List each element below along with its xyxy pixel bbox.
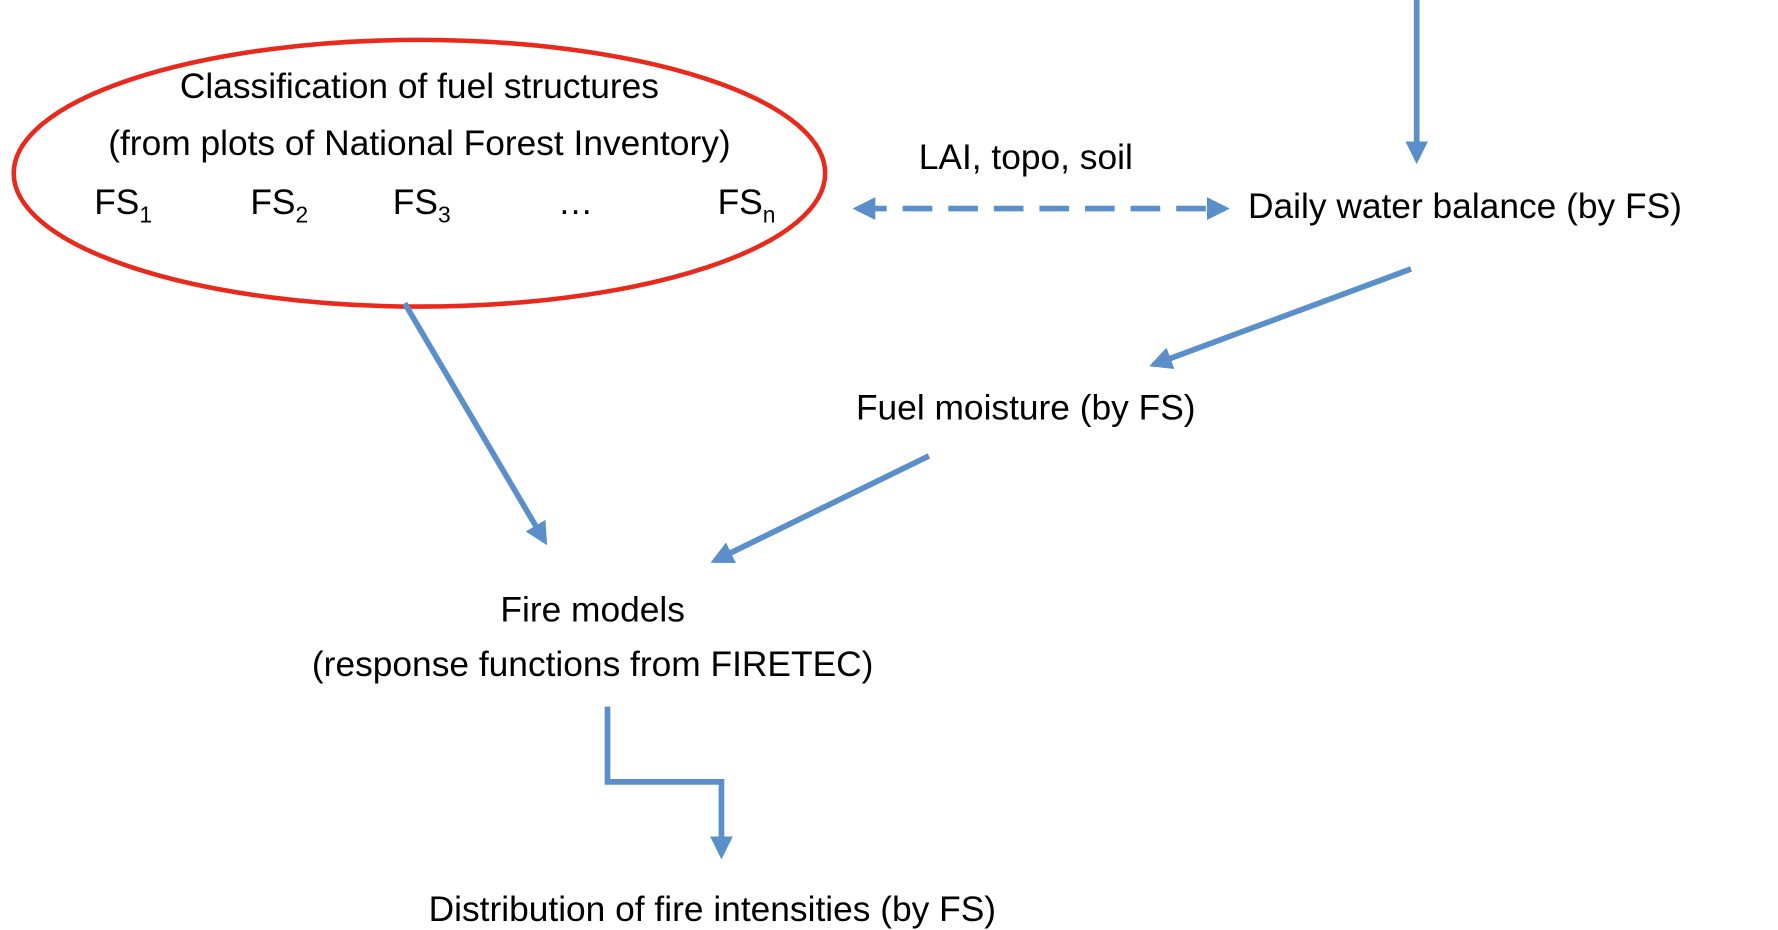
elbow-arrow — [604, 706, 733, 860]
fs-base: … — [558, 183, 593, 222]
fs-base: FS — [94, 183, 139, 222]
arrow — [1149, 266, 1412, 370]
link-label: LAI, topo, soil — [919, 138, 1133, 177]
classification-ellipse — [11, 37, 828, 309]
fs-subscript: n — [763, 202, 776, 228]
fs-base: FS — [393, 183, 438, 222]
fs-base: FS — [250, 183, 295, 222]
classification-subtitle: (from plots of National Forest Inventory… — [108, 124, 730, 163]
fuel-structure: FS2 — [250, 183, 308, 227]
fuel-structure: FS1 — [94, 183, 152, 227]
fs-base: FS — [718, 183, 763, 222]
fs-subscript: 2 — [295, 202, 308, 228]
distribution: Distribution of fire intensities (by FS) — [429, 890, 996, 929]
fire-models: Fire models — [500, 590, 685, 629]
fs-subscript: 1 — [139, 202, 152, 228]
fuel-structure: … — [558, 183, 593, 222]
fuel-structures: FS1 FS2 FS3… FSn — [94, 183, 775, 227]
fuel-structure: FSn — [718, 183, 776, 227]
arrow — [402, 301, 548, 546]
arrow — [710, 453, 931, 564]
fuel-moisture: Fuel moisture (by FS) — [856, 389, 1196, 428]
fuel-structure: FS3 — [393, 183, 451, 227]
water-balance: Daily water balance (by FS) — [1248, 187, 1682, 226]
classification-title: Classification of fuel structures — [180, 67, 659, 106]
fire-models-subtitle: (response functions from FIRETEC) — [312, 645, 874, 684]
fs-subscript: 3 — [438, 202, 451, 228]
